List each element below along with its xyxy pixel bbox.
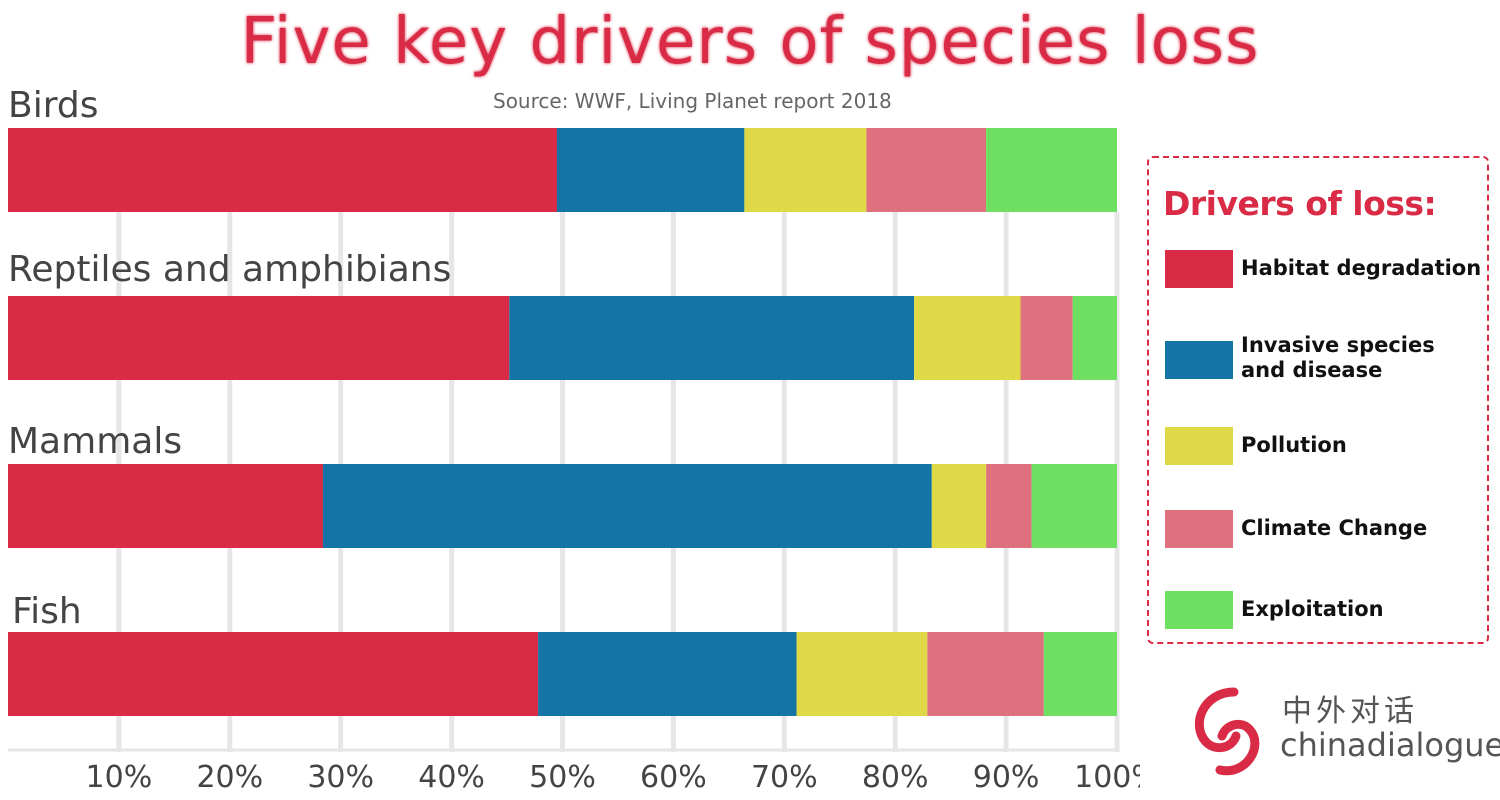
legend-label-line: Exploitation bbox=[1241, 597, 1384, 621]
x-tick-label: 20% bbox=[196, 760, 263, 795]
legend-label-line: Habitat degradation bbox=[1241, 256, 1482, 280]
legend-swatch bbox=[1165, 591, 1233, 629]
legend-swatch bbox=[1165, 427, 1233, 465]
bar-reptiles-and-amphibians-habitat-degradation bbox=[8, 296, 510, 380]
bar-mammals-invasive-species-and-disease bbox=[322, 464, 932, 548]
legend-label-line: Pollution bbox=[1241, 433, 1347, 457]
x-tick-label: 10% bbox=[86, 760, 153, 795]
x-tick-label: 70% bbox=[751, 760, 818, 795]
legend-label-line: Invasive species bbox=[1241, 333, 1435, 357]
x-tick-label: 90% bbox=[973, 760, 1040, 795]
bar-reptiles-and-amphibians-invasive-species-and-disease bbox=[509, 296, 915, 380]
bar-fish-habitat-degradation bbox=[8, 632, 539, 716]
bar-reptiles-and-amphibians-exploitation bbox=[1072, 296, 1117, 380]
logo-english-text: chinadialogue bbox=[1280, 726, 1500, 764]
bar-fish-exploitation bbox=[1043, 632, 1117, 716]
chart-title: Five key drivers of species loss bbox=[240, 4, 1260, 80]
bar-mammals-climate-change bbox=[986, 464, 1032, 548]
bar-birds-habitat-degradation bbox=[8, 128, 557, 212]
bar-reptiles-and-amphibians-pollution bbox=[914, 296, 1021, 380]
bar-birds-climate-change bbox=[866, 128, 987, 212]
legend-title: Drivers of loss: bbox=[1163, 184, 1437, 223]
logo-chinese-text: 中外对话 bbox=[1282, 694, 1418, 729]
bar-mammals-habitat-degradation bbox=[8, 464, 323, 548]
legend-label-line: Climate Change bbox=[1241, 516, 1428, 540]
category-label: Reptiles and amphibians bbox=[8, 249, 451, 290]
legend-swatch bbox=[1165, 510, 1233, 548]
x-tick-label: 60% bbox=[640, 760, 707, 795]
chinadialogue-swirl-icon bbox=[1194, 687, 1260, 776]
stacked-bar-chart: Birds Reptiles and amphibians Mammals Fish 1… bbox=[8, 85, 1140, 795]
chart-subtitle: Source: WWF, Living Planet report 2018 bbox=[493, 89, 892, 113]
legend-label: Pollution bbox=[1241, 433, 1347, 458]
legend-label: Habitat degradation bbox=[1241, 256, 1481, 281]
legend: Drivers of loss: Habitat degradation Inva… bbox=[1147, 156, 1489, 644]
x-tick-label: 50% bbox=[529, 760, 596, 795]
x-tick-label: 40% bbox=[418, 760, 485, 795]
legend-swatch bbox=[1165, 250, 1233, 288]
legend-swatch bbox=[1165, 341, 1233, 379]
bar-mammals-pollution bbox=[931, 464, 987, 548]
chinadialogue-logo: 中外对话 chinadialogue bbox=[1186, 684, 1500, 784]
bar-birds-invasive-species-and-disease bbox=[556, 128, 745, 212]
bar-mammals-exploitation bbox=[1031, 464, 1117, 548]
legend-label-line: and disease bbox=[1241, 358, 1383, 382]
legend-label: Climate Change bbox=[1241, 516, 1427, 541]
bar-fish-invasive-species-and-disease bbox=[538, 632, 797, 716]
bar-fish-climate-change bbox=[927, 632, 1044, 716]
category-label: Birds bbox=[8, 85, 98, 126]
x-tick-label: 100% bbox=[1074, 760, 1140, 795]
bar-reptiles-and-amphibians-climate-change bbox=[1020, 296, 1073, 380]
bar-birds-pollution bbox=[744, 128, 867, 212]
x-tick-label: 30% bbox=[307, 760, 374, 795]
bar-fish-pollution bbox=[796, 632, 928, 716]
category-label: Fish bbox=[12, 591, 82, 632]
legend-label: Exploitation bbox=[1241, 597, 1384, 622]
category-label: Mammals bbox=[8, 421, 182, 462]
x-tick-label: 80% bbox=[862, 760, 929, 795]
legend-label: Invasive species and disease bbox=[1241, 333, 1435, 383]
bar-birds-exploitation bbox=[986, 128, 1117, 212]
